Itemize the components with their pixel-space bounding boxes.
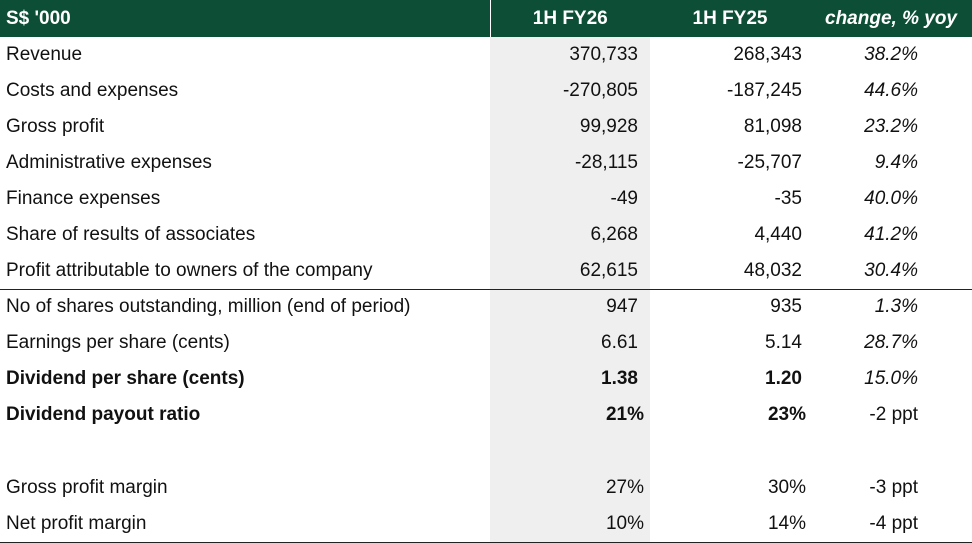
row-previous-value: 30% xyxy=(767,477,806,498)
table-header: S$ '000 1H FY26 1H FY25 change, % yoy xyxy=(0,0,972,37)
table-row: Dividend payout ratio 21% 23% -2 ppt xyxy=(0,397,972,433)
row-previous-value: 1.20 xyxy=(765,368,802,389)
spacer-row xyxy=(0,433,972,470)
row-previous-value: -187,245 xyxy=(726,80,802,101)
row-previous-value: 81,098 xyxy=(743,116,802,137)
table-row: Gross profit margin 27% 30% -3 ppt xyxy=(0,470,972,506)
table-row: Gross profit 99,928 81,098 23.2% xyxy=(0,109,972,145)
row-change-value: 41.2% xyxy=(864,224,918,245)
row-label: Revenue xyxy=(6,44,83,65)
table-body: Revenue 370,733 268,343 38.2% Costs and … xyxy=(0,37,972,543)
row-current-value: 99,928 xyxy=(490,109,650,145)
row-change-value: 30.4% xyxy=(864,259,918,281)
header-current-period: 1H FY26 xyxy=(532,7,608,29)
table-row: No of shares outstanding, million (end o… xyxy=(0,288,972,325)
row-change-value: 40.0% xyxy=(864,188,918,209)
table-row: Finance expenses -49 -35 40.0% xyxy=(0,181,972,217)
row-previous-value: 48,032 xyxy=(743,259,802,281)
row-label: Costs and expenses xyxy=(6,80,179,101)
row-current-value: 62,615 xyxy=(490,253,650,289)
row-current-value: 6.61 xyxy=(490,325,650,361)
row-label: Dividend per share (cents) xyxy=(6,368,245,389)
row-label: Dividend payout ratio xyxy=(6,404,201,425)
row-label: Gross profit xyxy=(6,116,105,137)
row-current-value: 947 xyxy=(490,288,650,325)
table-row: Revenue 370,733 268,343 38.2% xyxy=(0,37,972,73)
row-previous-value: 23% xyxy=(767,404,806,425)
row-change-value: 38.2% xyxy=(864,44,918,65)
table-row: Administrative expenses -28,115 -25,707 … xyxy=(0,145,972,181)
row-previous-value: 268,343 xyxy=(733,44,802,65)
row-previous-value: -25,707 xyxy=(737,152,802,173)
row-current-value: -49 xyxy=(490,181,650,217)
row-current-value: 21% xyxy=(490,397,650,433)
row-label: Gross profit margin xyxy=(6,477,168,498)
row-previous-value: 4,440 xyxy=(754,224,802,245)
row-current-value: -270,805 xyxy=(490,73,650,109)
row-label: Administrative expenses xyxy=(6,152,212,173)
header-unit: S$ '000 xyxy=(0,0,491,37)
row-label: Share of results of associates xyxy=(6,224,256,245)
row-current-value: 370,733 xyxy=(490,37,650,73)
row-current-value: 27% xyxy=(490,470,650,506)
row-change-value: -4 ppt xyxy=(810,506,972,543)
header-previous-period: 1H FY25 xyxy=(692,7,768,29)
row-change-value: -3 ppt xyxy=(869,477,918,498)
table-row: Net profit margin 10% 14% -4 ppt xyxy=(0,506,972,543)
row-label: Net profit margin xyxy=(0,506,490,543)
row-change-value: 44.6% xyxy=(864,80,918,101)
row-change-value: 23.2% xyxy=(864,116,918,137)
row-change-value: 15.0% xyxy=(864,368,918,389)
table-row: Dividend per share (cents) 1.38 1.20 15.… xyxy=(0,361,972,397)
row-previous-value: 14% xyxy=(650,506,810,543)
table-row: Share of results of associates 6,268 4,4… xyxy=(0,217,972,253)
row-label: Earnings per share (cents) xyxy=(6,332,230,353)
row-previous-value: 5.14 xyxy=(765,332,802,353)
row-previous-value: -35 xyxy=(774,188,802,209)
header-change: change, % yoy xyxy=(825,7,957,29)
row-change-value: 1.3% xyxy=(810,288,972,325)
row-change-value: -2 ppt xyxy=(869,404,918,425)
row-label: Profit attributable to owners of the com… xyxy=(6,259,373,281)
table-row: Costs and expenses -270,805 -187,245 44.… xyxy=(0,73,972,109)
row-previous-value: 935 xyxy=(650,288,810,325)
row-current-value: -28,115 xyxy=(490,145,650,181)
row-change-value: 9.4% xyxy=(874,152,918,173)
row-current-value: 6,268 xyxy=(490,217,650,253)
table-row: Earnings per share (cents) 6.61 5.14 28.… xyxy=(0,325,972,361)
row-current-value: 10% xyxy=(490,506,650,543)
row-label: No of shares outstanding, million (end o… xyxy=(0,288,490,325)
row-label: Finance expenses xyxy=(6,188,161,209)
header-row: S$ '000 1H FY26 1H FY25 change, % yoy xyxy=(0,0,972,37)
row-change-value: 28.7% xyxy=(864,332,918,353)
table-row: Profit attributable to owners of the com… xyxy=(0,253,972,289)
row-current-value: 1.38 xyxy=(490,361,650,397)
